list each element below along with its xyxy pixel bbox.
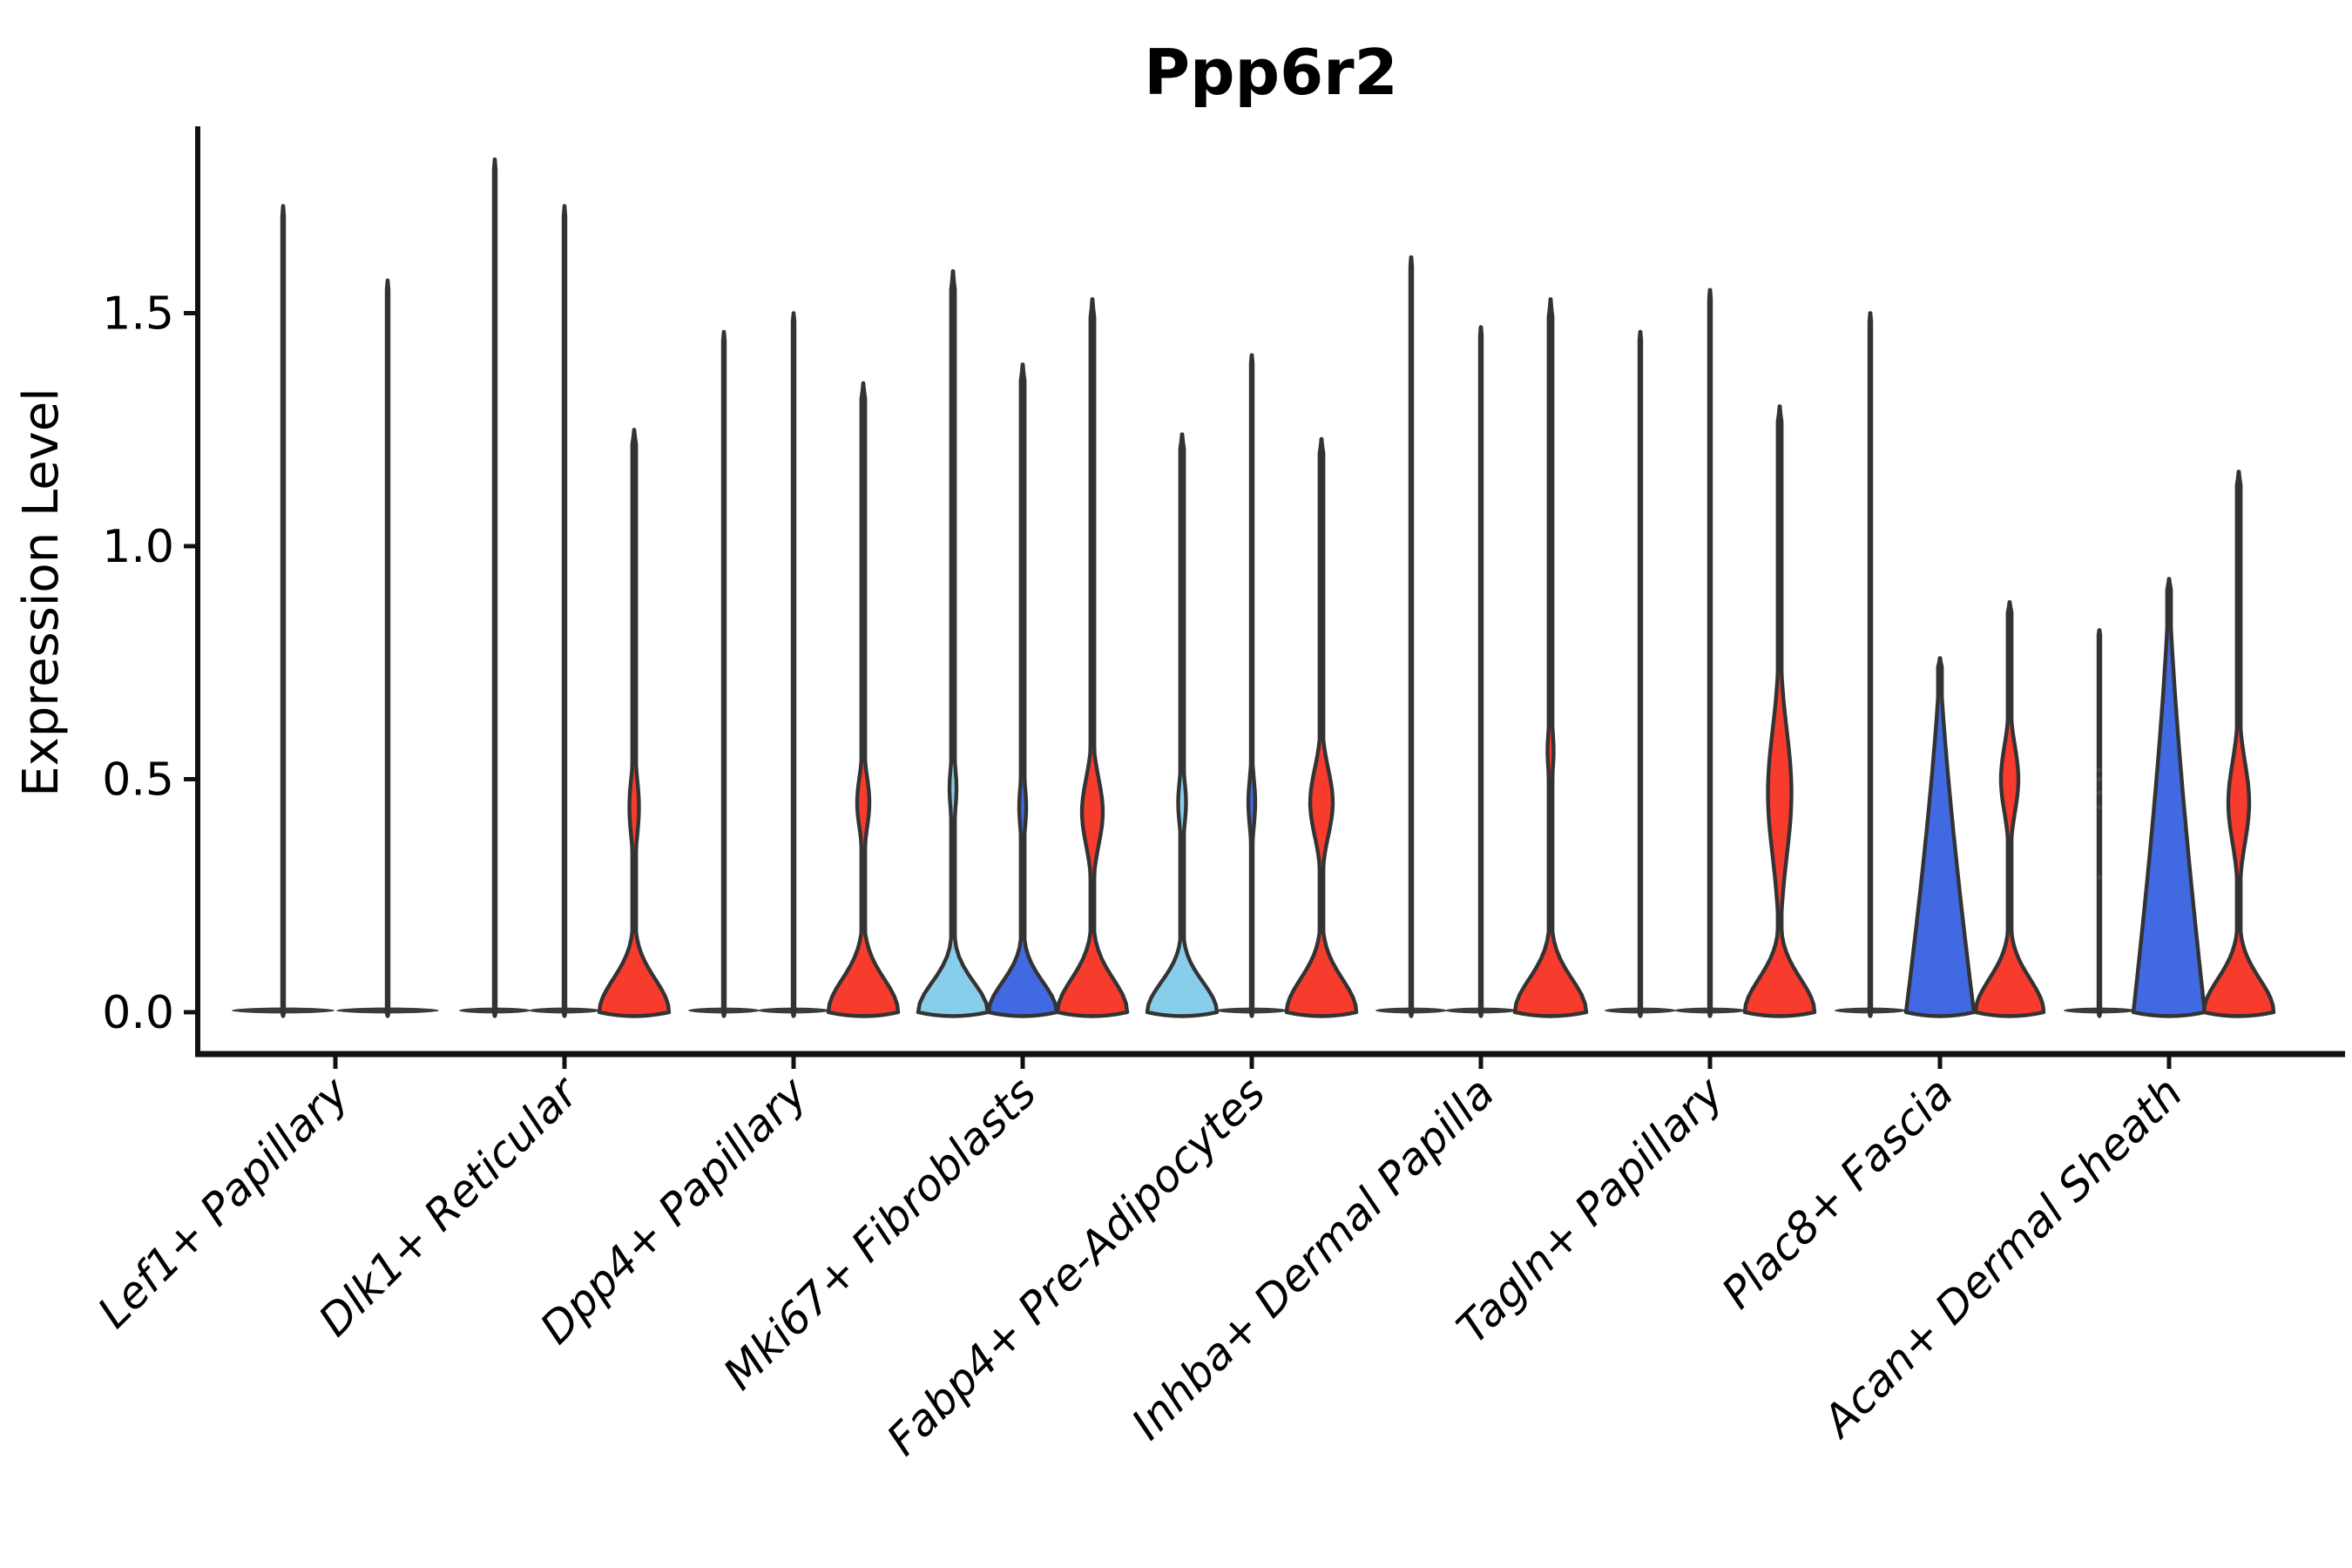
violin <box>2096 628 2103 1018</box>
violin <box>280 204 287 1018</box>
violin <box>1055 297 1130 1018</box>
violin <box>826 381 901 1018</box>
violin <box>1477 325 1484 1018</box>
y-tick-label: 0.0 <box>102 987 174 1039</box>
chart-title: Ppp6r2 <box>1144 36 1398 109</box>
violin <box>1707 287 1713 1018</box>
y-tick-label: 1.0 <box>102 521 174 573</box>
violin <box>986 362 1059 1018</box>
cell-dot <box>2097 767 2102 773</box>
violin <box>916 269 990 1018</box>
violin <box>1512 297 1589 1018</box>
violin <box>384 278 391 1018</box>
x-tick-label: Plac8+ Fascia <box>1713 1067 1963 1318</box>
violin <box>1973 600 2046 1018</box>
cell-dot <box>2097 776 2102 782</box>
violin <box>597 428 672 1018</box>
x-tick-label: Inhba+ Dermal Papilla <box>1122 1067 1504 1449</box>
violin <box>1284 436 1359 1018</box>
cell-dot <box>2097 790 2102 796</box>
cell-dot <box>2097 804 2102 810</box>
violin <box>1867 311 1874 1018</box>
x-tick-label: Fabp4+ Pre-Adipocytes <box>877 1067 1275 1465</box>
violin <box>790 311 797 1018</box>
violin <box>2201 470 2276 1018</box>
violin <box>1742 404 1817 1018</box>
violin <box>1903 656 1977 1018</box>
x-tick-label: Lef1+ Papillary <box>88 1066 359 1337</box>
violin <box>561 204 568 1018</box>
violin <box>1246 353 1258 1018</box>
violin <box>720 329 727 1018</box>
y-tick-label: 0.5 <box>102 754 174 807</box>
violin <box>491 157 498 1018</box>
violin <box>1637 329 1644 1018</box>
x-tick-label: Acan+ Dermal Sheath <box>1812 1067 2193 1448</box>
y-axis-label: Expression Level <box>13 388 70 797</box>
y-tick-label: 1.5 <box>102 288 174 341</box>
violin <box>1408 255 1415 1018</box>
violin <box>2131 577 2207 1018</box>
cell-dot <box>2097 874 2102 880</box>
violin <box>1145 432 1220 1018</box>
